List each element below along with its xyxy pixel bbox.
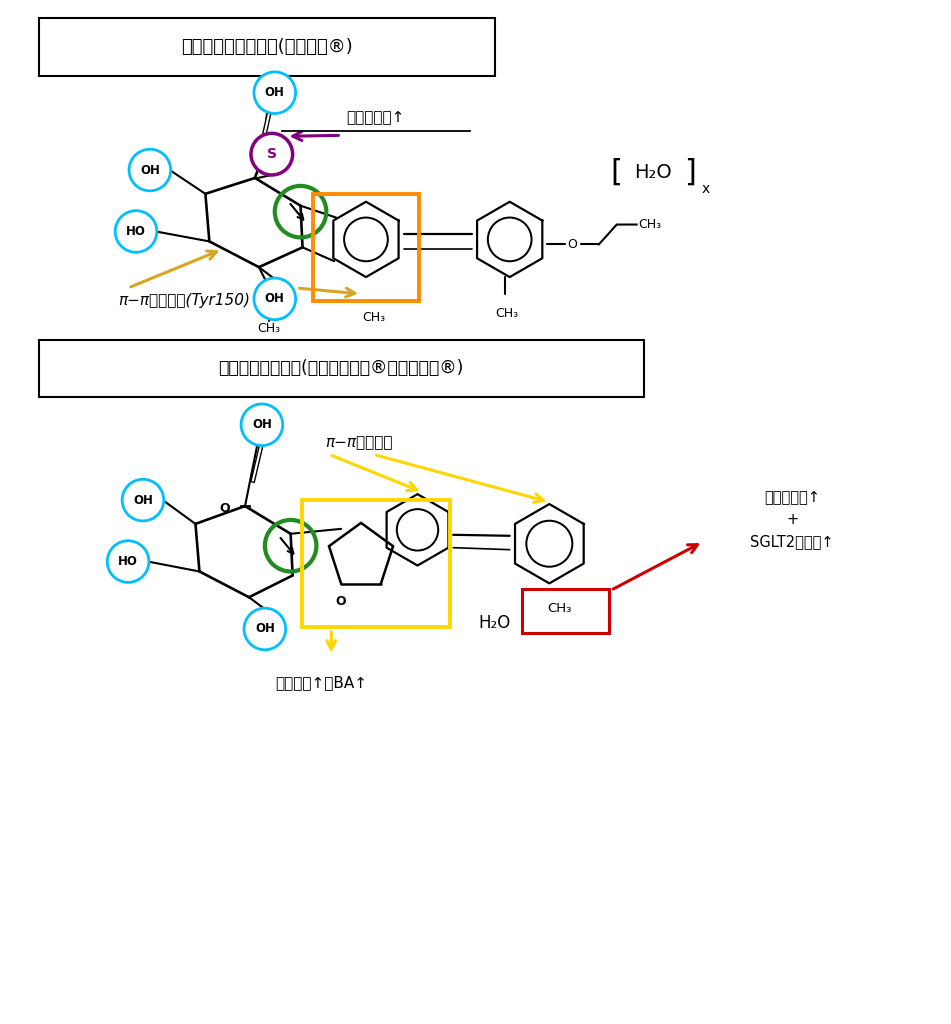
Circle shape: [122, 479, 164, 521]
Text: O: O: [567, 238, 577, 251]
Text: H₂O: H₂O: [478, 614, 511, 632]
Text: ルセオグリフロジン(ルセフィ®): ルセオグリフロジン(ルセフィ®): [181, 38, 353, 56]
Text: CH₃: CH₃: [547, 602, 572, 614]
Circle shape: [254, 279, 296, 319]
Text: OH: OH: [133, 494, 153, 507]
Text: OH: OH: [264, 86, 284, 99]
Bar: [521, 590, 609, 633]
Text: π−π相互作用(Tyr150): π−π相互作用(Tyr150): [118, 293, 250, 308]
Bar: [39, 340, 644, 397]
Circle shape: [129, 150, 170, 190]
Text: OH: OH: [264, 293, 284, 305]
Text: S: S: [267, 147, 277, 161]
Text: HO: HO: [118, 555, 138, 568]
Text: HO: HO: [126, 225, 146, 238]
Text: 経口吸収性↑
+
SGLT2選択性↑: 経口吸収性↑ + SGLT2選択性↑: [750, 490, 834, 550]
Circle shape: [115, 211, 157, 252]
Text: ]: ]: [684, 158, 696, 186]
Text: O: O: [219, 502, 229, 514]
Text: H₂O: H₂O: [634, 163, 672, 181]
Text: O: O: [263, 290, 274, 302]
Text: x: x: [702, 182, 710, 196]
Text: OH: OH: [140, 164, 160, 176]
Text: トホグリフロジン(アプルウェイ®、デベルザ®): トホグリフロジン(アプルウェイ®、デベルザ®): [219, 359, 464, 377]
Circle shape: [254, 72, 296, 114]
Bar: [314, 194, 418, 301]
Text: 阻害活性↑＋BA↑: 阻害活性↑＋BA↑: [276, 676, 367, 690]
Text: OH: OH: [252, 418, 272, 431]
Text: OH: OH: [255, 623, 275, 636]
Text: O: O: [336, 595, 346, 607]
Circle shape: [244, 608, 285, 650]
Circle shape: [107, 541, 149, 583]
Circle shape: [241, 403, 282, 445]
Bar: [39, 18, 495, 76]
Text: CH₃: CH₃: [638, 218, 662, 231]
Text: CH₃: CH₃: [258, 323, 281, 335]
Text: CH₃: CH₃: [362, 310, 385, 324]
Text: CH₃: CH₃: [495, 307, 518, 319]
Text: π−π相互作用: π−π相互作用: [325, 435, 393, 451]
Circle shape: [251, 133, 293, 175]
Bar: [301, 500, 450, 627]
Text: [: [: [611, 158, 623, 186]
Text: 経口吸収性↑: 経口吸収性↑: [347, 110, 405, 125]
